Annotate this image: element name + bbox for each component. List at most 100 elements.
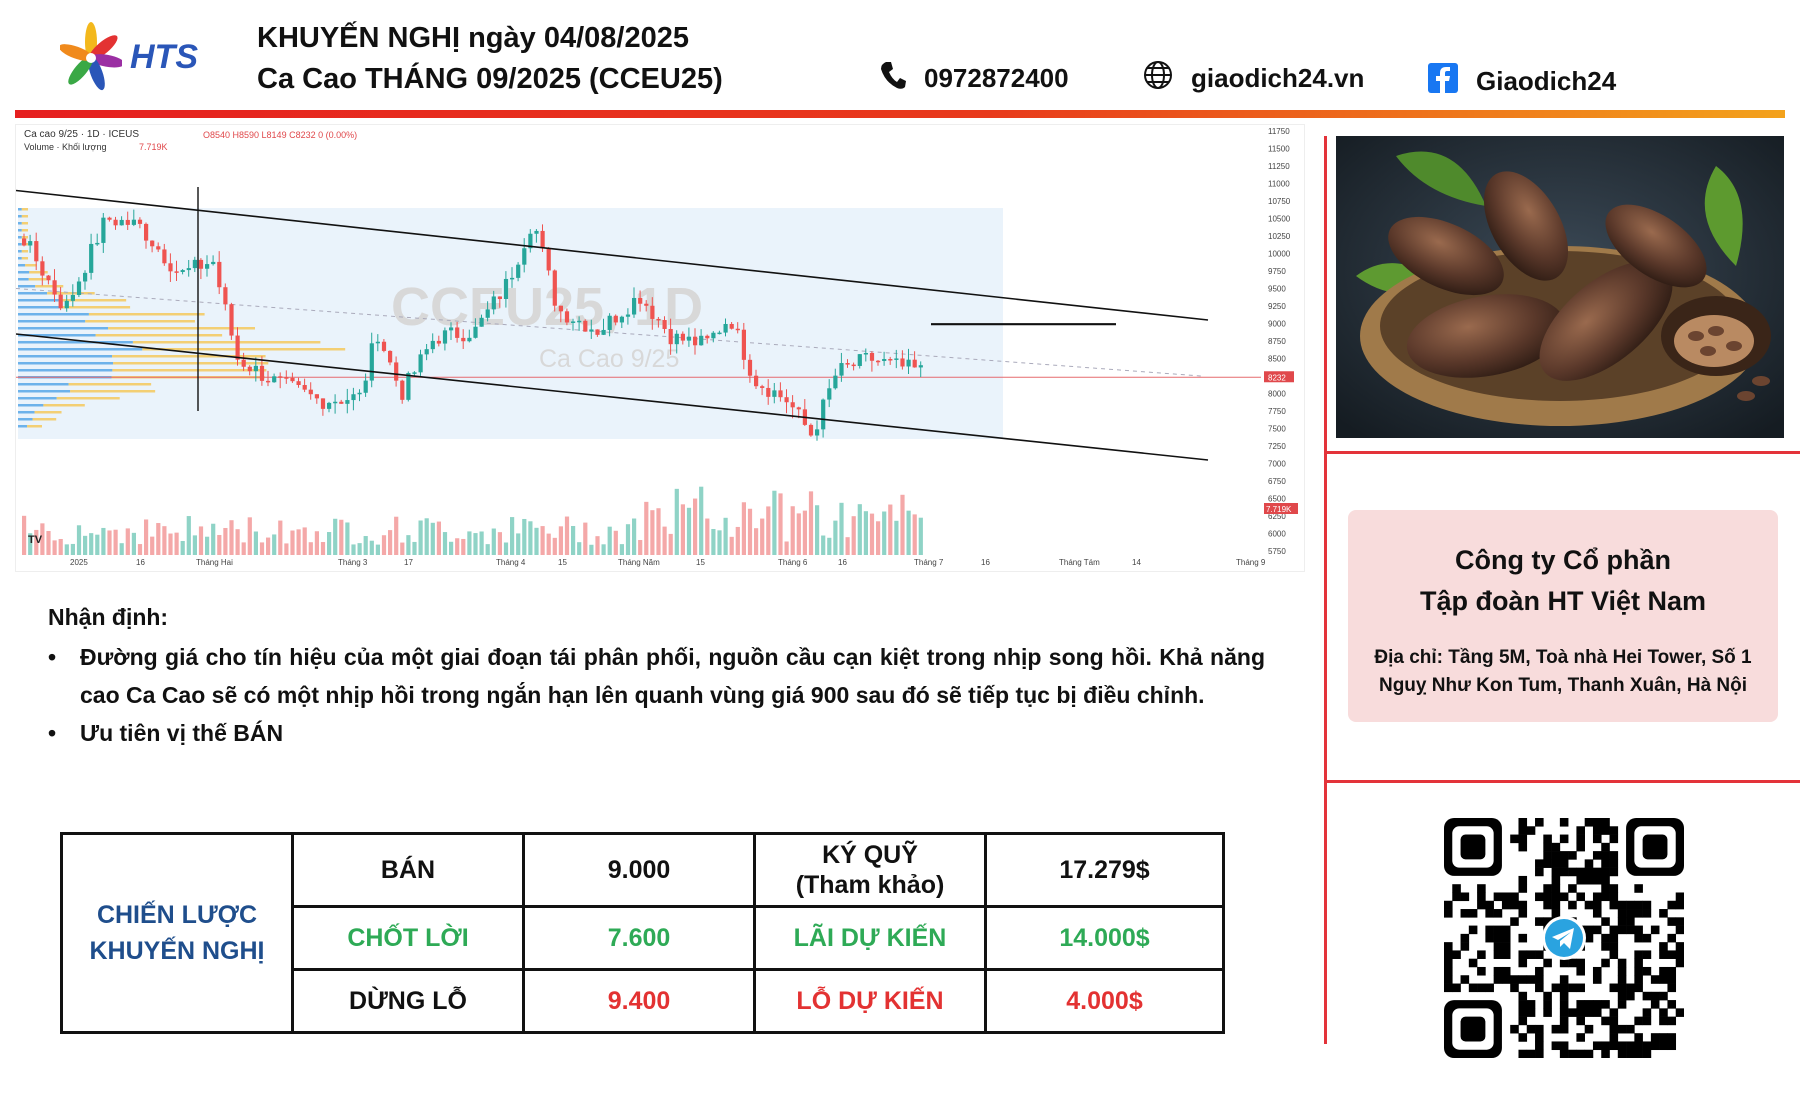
qr-module — [1601, 867, 1610, 877]
candle-body — [571, 321, 576, 323]
qr-code[interactable] — [1444, 818, 1685, 1059]
qr-module — [1543, 892, 1552, 902]
qr-module — [1444, 942, 1453, 951]
qr-module — [1559, 859, 1569, 868]
candle-body — [510, 277, 515, 280]
qr-module — [1551, 884, 1561, 893]
qr-module — [1650, 1033, 1660, 1042]
qr-module — [1584, 925, 1594, 935]
phone-contact[interactable]: 0972872400 — [880, 60, 1069, 97]
qr-module — [1559, 818, 1569, 827]
facebook-contact[interactable]: Giaodich24 — [1428, 63, 1616, 100]
volume-bar — [46, 530, 51, 555]
volume-bar — [790, 506, 795, 555]
qr-module — [1617, 1041, 1627, 1051]
candle-body — [339, 401, 344, 404]
volume-bar — [595, 536, 600, 555]
range-highlight — [18, 208, 1003, 439]
qr-module — [1642, 1049, 1652, 1059]
volume-bar — [363, 536, 368, 555]
candle-body — [833, 375, 838, 389]
volume-bar — [430, 522, 435, 555]
volume-bar — [211, 523, 216, 555]
qr-module — [1626, 991, 1635, 1001]
logo-text: HTS — [130, 38, 198, 76]
qr-module — [1559, 1000, 1569, 1009]
candle-body — [906, 359, 911, 367]
qr-module — [1609, 834, 1619, 844]
hts-logo[interactable]: HTS — [58, 22, 210, 94]
qr-module — [1485, 900, 1494, 910]
volume-bar — [503, 542, 509, 555]
volume-label: Volume · Khối lượng — [24, 142, 107, 152]
qr-module — [1576, 1016, 1585, 1026]
candle-body — [314, 394, 319, 399]
price-chart[interactable]: CCEU25, 1D Ca Cao 9/25 11750 11500 11250 1100… — [15, 124, 1305, 572]
time-tick-label: Tháng 7 — [914, 558, 944, 567]
qr-module — [1667, 1016, 1677, 1026]
qr-module — [1535, 1024, 1544, 1034]
qr-module — [1576, 958, 1585, 968]
volume-bar — [52, 540, 57, 555]
website-contact[interactable]: giaodich24.vn — [1143, 60, 1364, 97]
qr-module — [1659, 950, 1668, 959]
candle-body — [442, 330, 448, 344]
qr-module — [1551, 983, 1561, 993]
qr-module — [1559, 834, 1569, 844]
volume-bar — [717, 530, 722, 555]
qr-module — [1592, 1041, 1602, 1051]
qr-module — [1501, 942, 1511, 951]
candlestick-chart[interactable]: CCEU25, 1D Ca Cao 9/25 11750 11500 11250 1100… — [15, 125, 1304, 571]
volume-profile-bar — [113, 362, 269, 365]
qr-module — [1659, 1008, 1668, 1017]
volume-bar — [534, 527, 539, 555]
candle-body — [259, 365, 265, 381]
candle-body — [186, 268, 191, 271]
volume-bar — [735, 526, 740, 555]
qr-module — [1493, 925, 1503, 935]
qr-module — [1617, 900, 1627, 910]
qr-module — [1485, 909, 1494, 918]
qr-module — [1510, 900, 1519, 910]
volume-profile-bar — [60, 306, 131, 309]
qr-module — [1559, 983, 1569, 993]
volume-bar — [418, 520, 423, 555]
candle-body — [272, 376, 277, 383]
qr-module — [1468, 958, 1478, 968]
candle-body — [119, 219, 124, 226]
qr-module — [1510, 983, 1519, 993]
volume-bar — [815, 505, 820, 555]
candle-body — [162, 249, 167, 264]
qr-module — [1592, 834, 1602, 844]
facebook-link[interactable]: Giaodich24 — [1476, 66, 1617, 96]
qr-module — [1559, 892, 1569, 902]
qr-module — [1584, 867, 1594, 877]
candle-body — [497, 296, 502, 299]
volume-bar — [28, 533, 33, 555]
qr-module — [1568, 983, 1577, 993]
qr-module — [1535, 966, 1544, 976]
qr-module — [1617, 925, 1627, 935]
qr-module — [1493, 909, 1503, 918]
volume-profile-bar — [18, 208, 22, 211]
volume-bar — [76, 525, 82, 555]
qr-module — [1518, 1049, 1528, 1059]
volume-bar — [131, 532, 136, 555]
candle-body — [827, 388, 832, 400]
volume-bar — [857, 504, 862, 555]
candle-body — [516, 264, 521, 278]
volume-bar — [516, 533, 521, 555]
qr-module — [1551, 892, 1561, 902]
chart-symbol: Ca cao 9/25 · 1D · ICEUS — [24, 129, 140, 140]
qr-module — [1559, 1008, 1569, 1017]
candle-body — [815, 429, 820, 436]
candle-body — [625, 314, 631, 317]
qr-module — [1634, 966, 1643, 976]
candle-body — [217, 261, 222, 288]
website-link[interactable]: giaodich24.vn — [1191, 63, 1365, 93]
expected-loss-value: 4.000$ — [984, 968, 1225, 1034]
volume-bar — [693, 498, 698, 555]
qr-module — [1477, 900, 1486, 910]
volume-bar — [613, 530, 618, 555]
candle-body — [296, 381, 301, 386]
